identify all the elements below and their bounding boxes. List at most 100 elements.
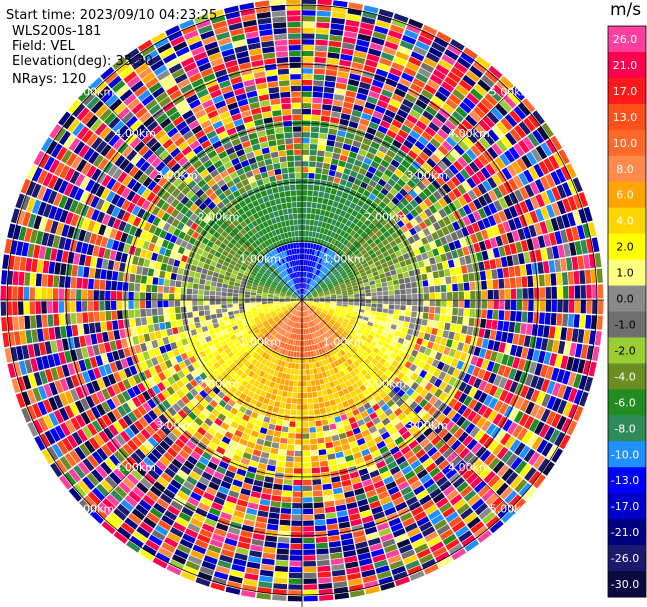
velocity-gate (185, 382, 194, 391)
velocity-gate (424, 392, 434, 402)
velocity-gate (351, 446, 361, 454)
velocity-gate (304, 254, 307, 260)
velocity-gate (375, 386, 384, 394)
velocity-gate (173, 474, 185, 485)
velocity-gate (429, 286, 435, 293)
velocity-gate (374, 333, 382, 339)
velocity-gate (302, 294, 304, 300)
velocity-gate (326, 140, 335, 147)
velocity-gate (229, 378, 237, 386)
velocity-gate (592, 300, 598, 314)
velocity-gate (186, 401, 196, 411)
velocity-gate (265, 392, 272, 399)
velocity-gate (478, 392, 488, 404)
velocity-gate (320, 466, 330, 473)
velocity-gate (302, 190, 308, 196)
velocity-gate (314, 318, 319, 324)
velocity-gate (82, 458, 95, 472)
velocity-gate (248, 356, 255, 363)
velocity-gate (483, 382, 493, 394)
velocity-gate (164, 467, 176, 479)
velocity-gate (527, 275, 534, 287)
velocity-gate (312, 190, 319, 197)
velocity-gate (279, 366, 284, 373)
velocity-gate (483, 133, 495, 146)
velocity-gate (335, 287, 341, 291)
velocity-gate (53, 409, 64, 424)
velocity-gate (362, 574, 377, 584)
velocity-gate (318, 342, 323, 349)
velocity-gate (244, 368, 251, 375)
velocity-gate (365, 245, 372, 252)
velocity-gate (274, 306, 280, 309)
velocity-gate (455, 266, 462, 275)
velocity-gate (428, 279, 435, 286)
velocity-gate (575, 343, 583, 358)
velocity-gate (292, 302, 298, 306)
velocity-gate (526, 151, 538, 166)
velocity-gate (527, 133, 540, 147)
velocity-gate (496, 446, 509, 460)
velocity-gate (503, 208, 513, 220)
velocity-gate (331, 238, 337, 245)
velocity-gate (216, 331, 223, 338)
velocity-gate (464, 300, 470, 308)
velocity-gate (306, 302, 312, 306)
velocity-gate (429, 306, 435, 314)
velocity-gate (413, 404, 423, 414)
velocity-gate (303, 289, 306, 295)
velocity-gate (266, 325, 272, 331)
velocity-gate (274, 571, 288, 578)
velocity-gate (453, 61, 468, 74)
velocity-gate (448, 241, 456, 251)
velocity-gate (326, 314, 332, 319)
velocity-gate (304, 277, 307, 283)
velocity-gate (339, 325, 346, 331)
velocity-gate (567, 404, 578, 419)
velocity-gate (175, 340, 183, 348)
velocity-gate (192, 289, 198, 295)
velocity-gate (342, 388, 350, 395)
velocity-gate (293, 303, 298, 308)
velocity-gate (549, 353, 558, 367)
velocity-gate (90, 510, 104, 524)
velocity-gate (302, 277, 305, 283)
velocity-gate (394, 421, 404, 431)
velocity-gate (409, 276, 417, 283)
velocity-gate (282, 420, 290, 427)
velocity-gate (253, 380, 260, 388)
velocity-gate (362, 242, 369, 249)
velocity-gate (416, 352, 424, 360)
velocity-gate (167, 406, 177, 417)
velocity-gate (408, 165, 418, 175)
velocity-gate (400, 225, 409, 233)
velocity-gate (367, 537, 381, 546)
velocity-gate (496, 139, 508, 153)
velocity-gate (135, 504, 149, 516)
velocity-gate (429, 138, 441, 149)
velocity-gate (311, 249, 316, 256)
velocity-gate (419, 379, 429, 388)
velocity-gate (394, 114, 406, 124)
velocity-gate (579, 314, 586, 329)
velocity-gate (310, 380, 316, 386)
velocity-gate (280, 378, 286, 385)
velocity-gate (303, 543, 315, 550)
velocity-gate (556, 215, 565, 230)
velocity-gate (320, 313, 325, 318)
velocity-gate (540, 176, 551, 191)
velocity-gate (487, 215, 497, 227)
velocity-gate (232, 348, 239, 355)
velocity-gate (339, 230, 346, 237)
velocity-gate (344, 316, 351, 321)
velocity-gate (187, 282, 193, 289)
velocity-gate (173, 495, 186, 506)
velocity-gate (316, 548, 329, 555)
velocity-gate (221, 308, 228, 313)
velocity-gate (30, 272, 37, 286)
velocity-gate (414, 140, 426, 151)
velocity-gate (335, 322, 341, 327)
velocity-gate (381, 431, 391, 440)
velocity-gate (493, 501, 507, 515)
velocity-gate (332, 99, 344, 107)
